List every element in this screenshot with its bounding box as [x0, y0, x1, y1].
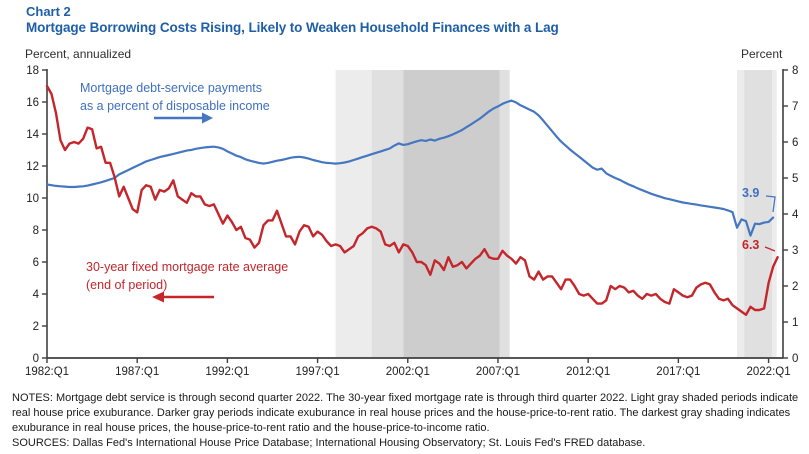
x-axis-tick-label: 2017:Q1 [656, 366, 700, 378]
right-axis-tick-label: 3 [792, 245, 798, 257]
x-axis-tick-label: 1997:Q1 [296, 366, 340, 378]
exuberance-shaded-region-level-1 [772, 70, 777, 358]
footnotes: NOTES: Mortgage debt service is through … [12, 391, 806, 451]
x-axis-tick-label: 1982:Q1 [25, 366, 69, 378]
right-axis-tick-label: 7 [792, 101, 798, 113]
blue-series-annotation: Mortgage debt-service payments as a perc… [80, 79, 270, 115]
left-axis-tick-label: 6 [33, 257, 39, 269]
left-axis-tick-label: 12 [26, 161, 39, 173]
left-axis-tick-label: 18 [26, 65, 39, 77]
exuberance-shaded-region-level-3 [403, 70, 500, 358]
left-axis-tick-label: 0 [33, 353, 39, 365]
right-axis-tick-label: 2 [792, 281, 798, 293]
right-axis-tick-label: 1 [792, 317, 798, 329]
red-series-end-value: 6.3 [742, 238, 760, 252]
right-axis-tick-label: 8 [792, 65, 798, 77]
debt-service-line [45, 99, 775, 237]
x-axis-tick-label: 2002:Q1 [386, 366, 430, 378]
left-axis-tick-label: 8 [33, 225, 39, 237]
exuberance-shaded-region-level-2 [371, 70, 404, 358]
sources-text: SOURCES: Dallas Fed's International Hous… [12, 437, 646, 450]
red-series-annotation-line1: 30-year fixed mortgage rate average [86, 260, 289, 274]
x-axis-tick-label: 2007:Q1 [476, 366, 520, 378]
blue-series-end-value: 3.9 [742, 186, 760, 200]
exuberance-shaded-region-level-2 [499, 70, 510, 358]
right-axis-tick-label: 5 [792, 173, 798, 185]
x-axis-tick-label: 2022:Q1 [747, 366, 791, 378]
left-arrow-head-icon [152, 291, 164, 303]
right-axis-tick-label: 6 [792, 137, 798, 149]
left-axis-tick-label: 2 [33, 321, 39, 333]
right-axis-tick-label: 4 [792, 209, 799, 221]
exuberance-shaded-region-level-2 [744, 70, 773, 358]
exuberance-shaded-region-level-1 [335, 70, 372, 358]
notes-text: NOTES: Mortgage debt service is through … [12, 392, 799, 434]
blue-series-annotation-line1: Mortgage debt-service payments [80, 81, 263, 95]
right-arrow-head-icon [202, 112, 213, 124]
x-axis-tick-label: 1992:Q1 [205, 366, 249, 378]
left-axis-unit-label: Percent, annualized [25, 47, 132, 61]
blue-series-annotation-line2: as a percent of disposable income [80, 99, 270, 113]
blue-end-label-connector [765, 195, 776, 213]
red-series-annotation-line2: (end of period) [86, 278, 168, 292]
left-axis-tick-label: 14 [26, 129, 39, 141]
exuberance-shaded-region-level-1 [737, 70, 745, 358]
left-axis-tick-label: 16 [26, 97, 39, 109]
mortgage-rate-line [45, 84, 779, 316]
x-axis-tick-label: 1987:Q1 [115, 366, 159, 378]
red-end-label-connector [764, 246, 776, 252]
red-series-annotation: 30-year fixed mortgage rate average (end… [86, 258, 288, 294]
chart-number-label: Chart 2 [26, 4, 71, 19]
x-axis-tick-label: 2012:Q1 [566, 366, 610, 378]
left-axis-tick-label: 10 [26, 193, 39, 205]
left-axis-tick-label: 4 [33, 289, 40, 301]
right-axis-unit-label: Percent [741, 47, 783, 61]
page-title: Mortgage Borrowing Costs Rising, Likely … [26, 20, 559, 35]
right-axis-tick-label: 0 [792, 353, 798, 365]
